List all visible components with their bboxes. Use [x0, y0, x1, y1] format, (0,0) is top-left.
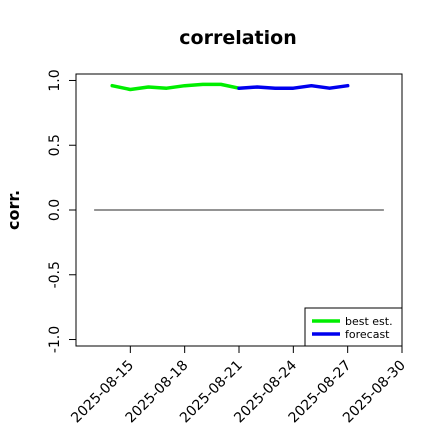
- legend-box: [304, 307, 403, 347]
- legend-label-best-est: best est.: [345, 315, 393, 328]
- y-axis-label: corr.: [4, 190, 23, 230]
- y-tick-label: 0.5: [47, 134, 63, 156]
- series-line-best-est: [110, 82, 241, 92]
- series-line-forecast: [237, 83, 350, 90]
- legend: best est. forecast: [304, 307, 403, 347]
- legend-label-forecast: forecast: [345, 328, 390, 341]
- y-tick-label: -0.5: [47, 261, 63, 288]
- y-tick-label: 0.0: [47, 199, 63, 221]
- y-tick-label: -1.0: [47, 326, 63, 353]
- chart-title: correlation: [179, 27, 296, 49]
- y-tick-label: 1.0: [47, 69, 63, 91]
